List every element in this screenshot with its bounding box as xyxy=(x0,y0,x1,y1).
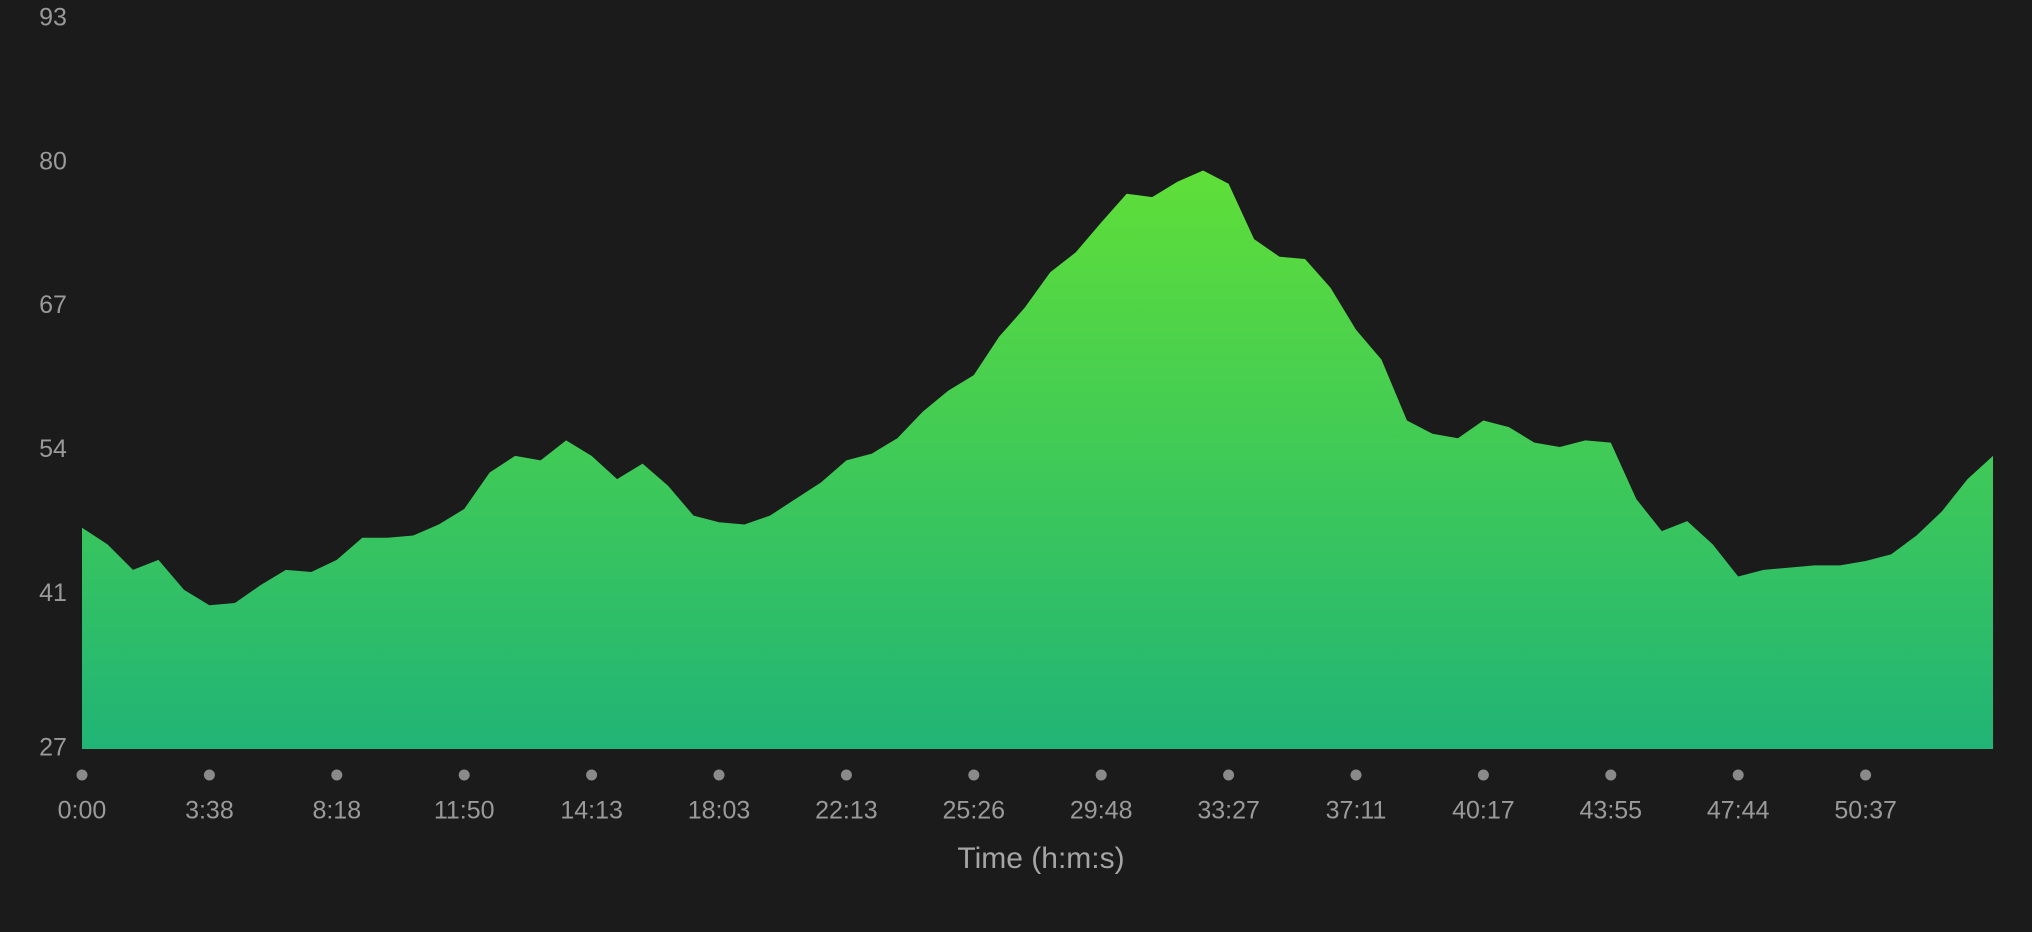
x-tick-label: 50:37 xyxy=(1834,797,1897,825)
x-tick-label: 43:55 xyxy=(1580,797,1643,825)
x-tick-label: 47:44 xyxy=(1707,797,1770,825)
x-tick-dot xyxy=(840,769,852,781)
x-tick-label: 18:03 xyxy=(688,797,751,825)
x-tick-dot xyxy=(1223,769,1235,781)
y-tick-label: 67 xyxy=(39,291,67,319)
x-tick-label: 14:13 xyxy=(560,797,623,825)
y-tick-label: 41 xyxy=(39,579,67,607)
area xyxy=(82,170,1993,750)
x-tick-dot xyxy=(586,769,598,781)
y-tick-label: 80 xyxy=(39,147,67,175)
x-tick-dot xyxy=(1605,769,1617,781)
x-axis-title: Time (h:m:s) xyxy=(957,842,1124,875)
x-tick-dot xyxy=(203,769,215,781)
x-tick-dot xyxy=(1860,769,1872,781)
y-tick-label: 93 xyxy=(39,4,67,32)
x-tick-label: 25:26 xyxy=(943,797,1006,825)
x-tick-dot xyxy=(331,769,343,781)
x-tick-dot xyxy=(1095,769,1107,781)
x-tick-dot xyxy=(968,769,980,781)
x-tick-dot xyxy=(1477,769,1489,781)
x-tick-label: 37:11 xyxy=(1326,797,1387,825)
y-tick-label: 54 xyxy=(39,435,67,463)
x-tick-label: 22:13 xyxy=(815,797,878,825)
y-tick-label: 27 xyxy=(39,734,67,762)
x-tick-dot xyxy=(1350,769,1362,781)
x-tick-label: 11:50 xyxy=(434,797,495,825)
x-tick-label: 29:48 xyxy=(1070,797,1133,825)
x-tick-label: 3:38 xyxy=(185,797,234,825)
x-tick-label: 33:27 xyxy=(1197,797,1260,825)
x-tick-dot xyxy=(713,769,725,781)
x-tick-dot xyxy=(76,769,88,781)
x-tick-label: 0:00 xyxy=(58,797,107,825)
x-tick-label: 8:18 xyxy=(312,797,361,825)
x-tick-label: 40:17 xyxy=(1452,797,1515,825)
x-tick-dot xyxy=(1732,769,1744,781)
x-tick-dot xyxy=(458,769,470,781)
